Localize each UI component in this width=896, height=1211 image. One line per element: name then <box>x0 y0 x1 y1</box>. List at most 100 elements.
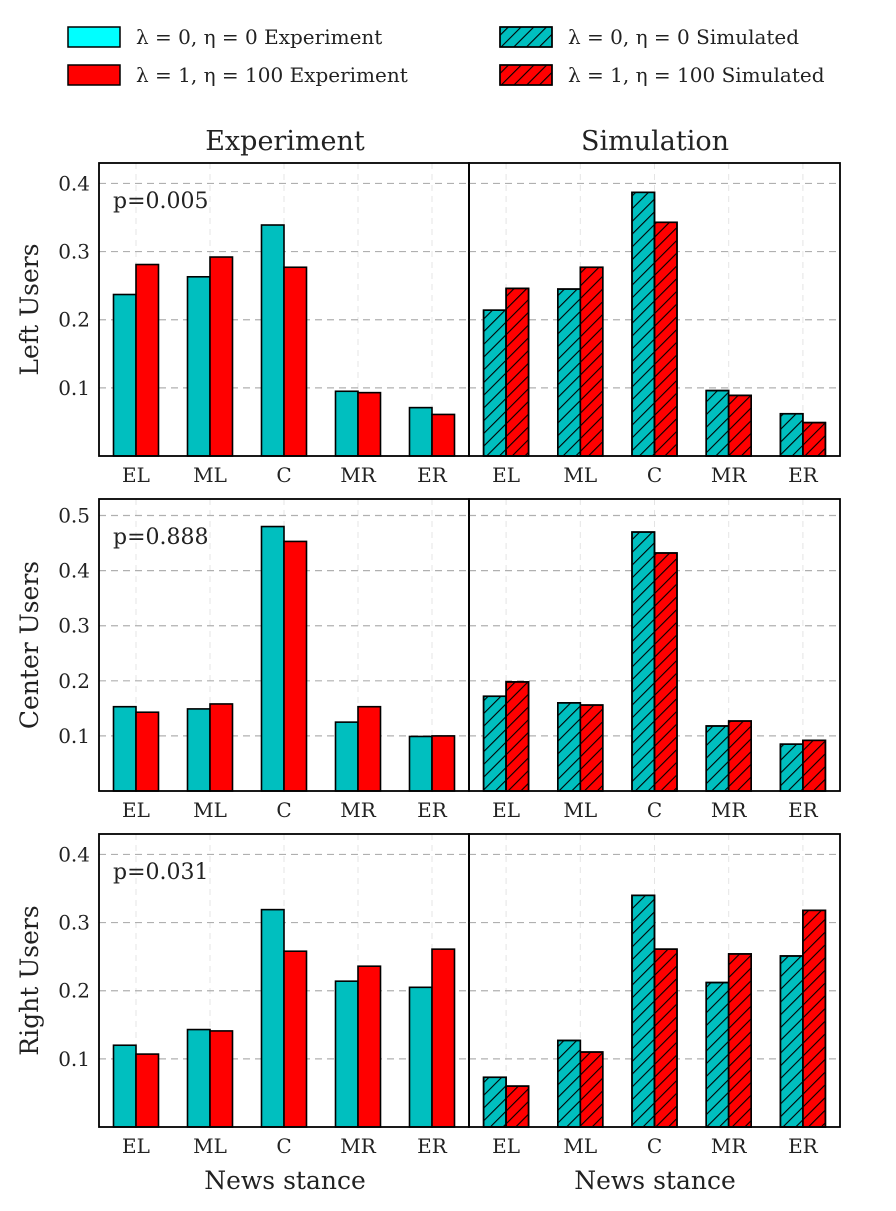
bar-experiment-ml-series1 <box>186 1028 211 1128</box>
legend-swatch-hatch-3 <box>499 26 553 48</box>
bar-simulation-c-series1-hatch <box>631 191 656 457</box>
x-tick-label-ml: ML <box>563 1134 597 1158</box>
x-tick-label-el: EL <box>492 463 520 487</box>
legend: λ = 0, η = 0 Experiment λ = 1, η = 100 Ex… <box>67 25 825 87</box>
bar-simulation-el-series1-hatch <box>482 695 507 792</box>
bar-experiment-er-series1 <box>408 986 433 1128</box>
bar-simulation-ml-series2-hatch <box>579 1051 604 1128</box>
bar-experiment-el-series2 <box>135 263 160 457</box>
row-left-users: EL ML C MR ER EL ML C MR ER 0.1 0.2 0.3 0.4 Left Users… <box>15 162 841 487</box>
x-tick-label-mr: MR <box>711 1134 747 1158</box>
bar-simulation-er-series2-hatch <box>802 739 827 792</box>
column-title-simulation: Simulation <box>581 126 729 157</box>
x-tick-label-er: ER <box>417 1134 448 1158</box>
y-tick-label: 0.3 <box>58 240 90 264</box>
bar-simulation-mr-series1-hatch <box>705 981 730 1128</box>
x-tick-label-er: ER <box>417 463 448 487</box>
bar-experiment-mr-series1 <box>334 390 359 457</box>
y-axis-label: Center Users <box>15 561 44 729</box>
bar-simulation-mr-series1-hatch <box>705 389 730 457</box>
bar-simulation-er-series1-hatch <box>779 955 804 1128</box>
bar-simulation-ml-series1-hatch <box>556 288 582 457</box>
bar-simulation-c-series2-hatch <box>653 552 678 792</box>
x-tick-label-mr: MR <box>340 798 376 822</box>
y-tick-label: 0.4 <box>58 842 90 866</box>
x-tick-label-el: EL <box>122 1134 150 1158</box>
x-tick-label-er: ER <box>788 463 819 487</box>
x-axis-label-experiment: News stance <box>204 1166 366 1195</box>
bar-simulation-ml-series1-hatch <box>556 1039 582 1128</box>
bar-simulation-er-series1-hatch <box>779 743 804 792</box>
y-tick-label: 0.1 <box>58 376 90 400</box>
bar-experiment-ml-series2 <box>209 256 234 457</box>
x-tick-label-c: C <box>276 798 291 822</box>
bar-simulation-c-series1-hatch <box>631 531 656 792</box>
bar-experiment-el-series2 <box>135 711 160 792</box>
y-tick-label: 0.3 <box>58 911 90 935</box>
panel-frame <box>468 162 841 457</box>
bar-experiment-c-series1 <box>260 525 285 792</box>
panel-frame <box>468 498 841 792</box>
legend-label-4: λ = 1, η = 100 Simulated <box>568 63 825 87</box>
column-title-experiment: Experiment <box>205 126 365 157</box>
x-tick-label-ml: ML <box>563 798 597 822</box>
x-tick-label-mr: MR <box>340 463 376 487</box>
bar-simulation-ml-series2-hatch <box>579 266 604 457</box>
bar-simulation-el-series2-hatch <box>505 287 530 457</box>
panel-experiment-row-3: EL ML C MR ER <box>98 833 470 1158</box>
bar-experiment-c-series2 <box>283 266 308 457</box>
bar-simulation-mr-series1-hatch <box>705 725 730 792</box>
y-tick-label: 0.1 <box>58 724 90 748</box>
bar-simulation-el-series2-hatch <box>505 681 530 792</box>
y-tick-label: 0.1 <box>58 1047 90 1071</box>
bar-experiment-er-series1 <box>408 406 433 457</box>
y-tick-label: 0.2 <box>58 669 90 693</box>
bar-experiment-el-series2 <box>135 1053 160 1128</box>
legend-swatch-2 <box>67 64 121 86</box>
bar-experiment-mr-series2 <box>357 705 382 792</box>
bar-experiment-ml-series1 <box>186 275 211 457</box>
p-value-annotation: p=0.031 <box>113 860 209 885</box>
bar-experiment-er-series2 <box>431 413 456 457</box>
bar-simulation-mr-series2-hatch <box>727 953 753 1128</box>
panel-simulation-row-1: EL ML C MR ER <box>468 162 841 487</box>
bar-experiment-el-series1 <box>112 705 137 792</box>
y-tick-label: 0.2 <box>58 308 90 332</box>
x-tick-label-el: EL <box>492 1134 520 1158</box>
panels: EL ML C MR ER EL ML C MR ER 0.1 0.2 0.3 0.4 Left Users… <box>15 162 841 1158</box>
bar-experiment-er-series2 <box>431 948 456 1128</box>
legend-label-3: λ = 0, η = 0 Simulated <box>568 25 799 49</box>
y-tick-label: 0.4 <box>58 171 90 195</box>
y-tick-label: 0.5 <box>58 504 90 528</box>
bar-experiment-mr-series1 <box>334 980 359 1128</box>
legend-swatch-1 <box>67 26 121 48</box>
legend-swatch-hatch-4 <box>499 64 553 86</box>
bar-simulation-ml-series2-hatch <box>579 704 604 792</box>
bar-experiment-ml-series2 <box>209 703 234 792</box>
y-axis-label: Right Users <box>15 905 44 1055</box>
legend-label-2: λ = 1, η = 100 Experiment <box>136 63 408 87</box>
bar-experiment-c-series1 <box>260 908 285 1128</box>
panel-experiment-row-2: EL ML C MR ER <box>98 498 470 822</box>
bar-experiment-er-series2 <box>431 735 456 792</box>
panel-simulation-row-2: EL ML C MR ER <box>468 498 841 822</box>
x-tick-label-c: C <box>276 1134 291 1158</box>
p-value-annotation: p=0.005 <box>113 189 209 214</box>
x-tick-label-er: ER <box>788 1134 819 1158</box>
x-tick-label-el: EL <box>122 798 150 822</box>
bar-experiment-ml-series1 <box>186 708 211 792</box>
x-tick-label-ml: ML <box>193 463 227 487</box>
panel-simulation-row-3: EL ML C MR ER <box>468 833 841 1158</box>
x-tick-label-c: C <box>647 463 662 487</box>
bar-simulation-er-series1-hatch <box>779 412 804 457</box>
x-tick-label-mr: MR <box>711 463 747 487</box>
x-tick-label-ml: ML <box>193 798 227 822</box>
y-tick-label: 0.3 <box>58 614 90 638</box>
x-tick-label-c: C <box>647 1134 662 1158</box>
bar-simulation-ml-series1-hatch <box>556 702 582 792</box>
x-tick-label-mr: MR <box>711 798 747 822</box>
row-right-users: EL ML C MR ER EL ML C MR ER 0.1 0.2 0.3 0.4 Right User… <box>15 833 841 1158</box>
x-tick-label-ml: ML <box>563 463 597 487</box>
x-tick-label-c: C <box>276 463 291 487</box>
bar-experiment-c-series2 <box>283 950 308 1128</box>
